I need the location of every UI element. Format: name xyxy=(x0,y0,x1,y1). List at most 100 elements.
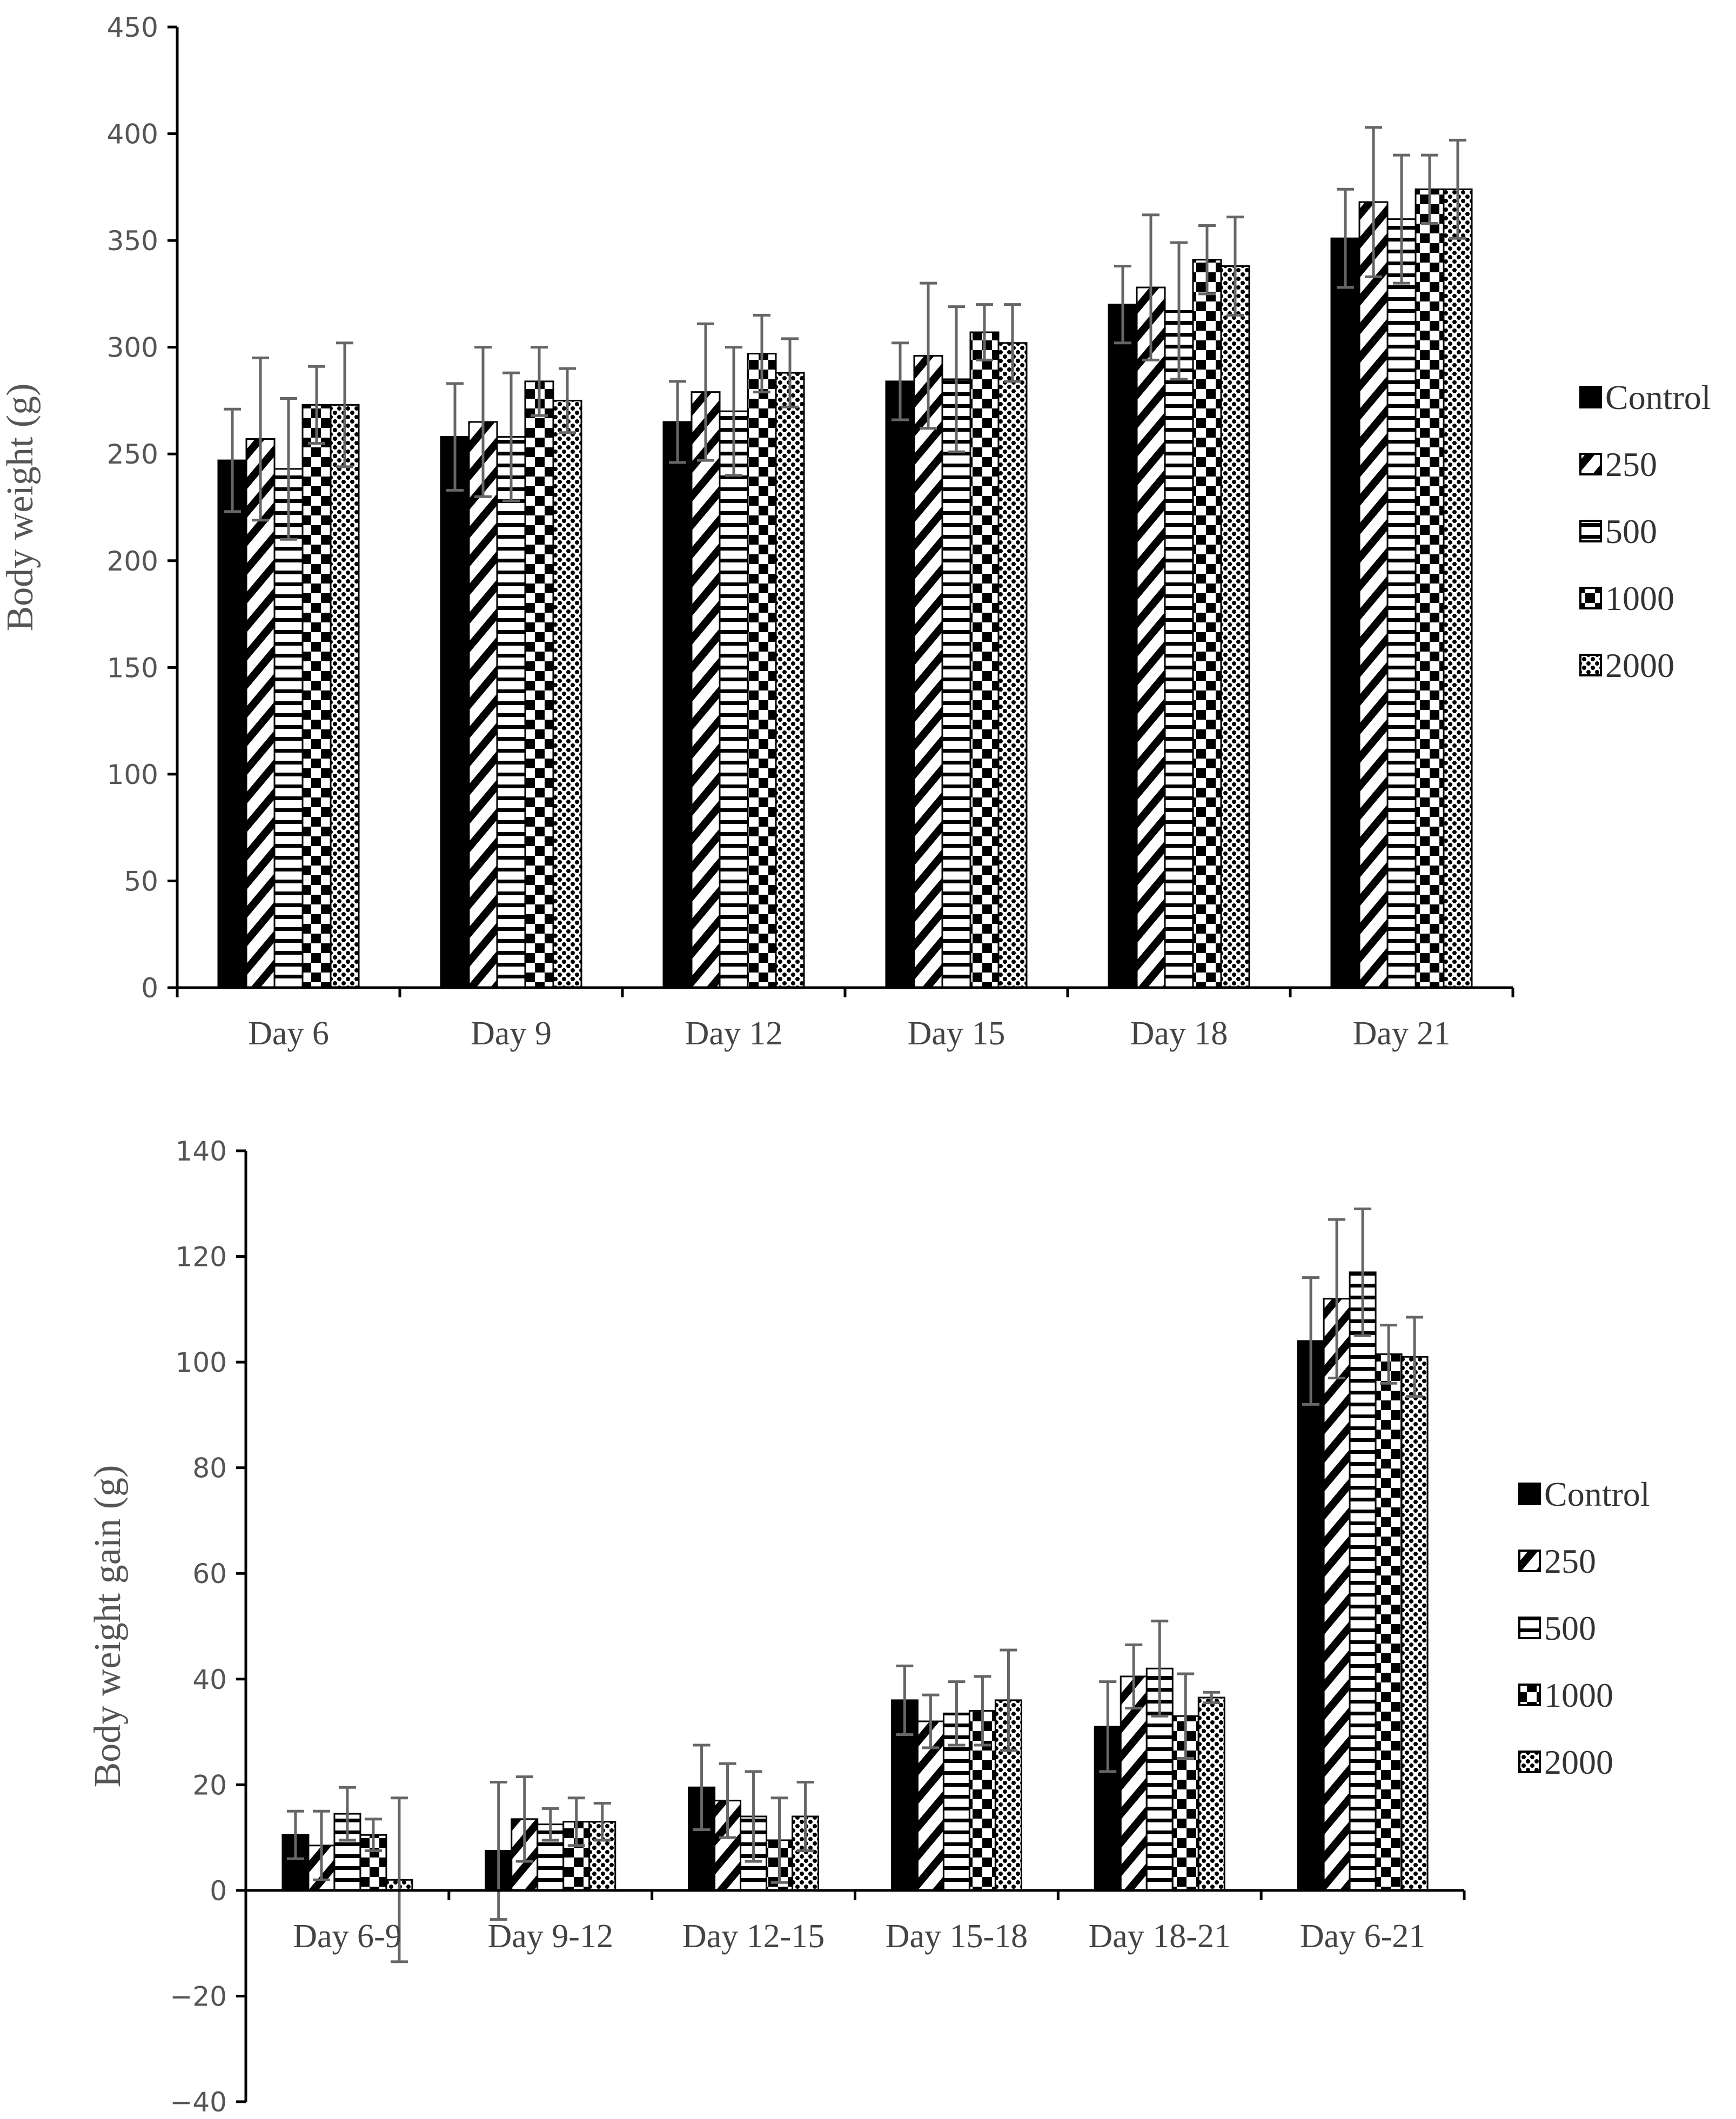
bar-2000 xyxy=(552,399,582,989)
error-bar xyxy=(948,1680,966,1747)
error-bar xyxy=(559,367,576,434)
legend-label: 250 xyxy=(1544,1542,1596,1580)
error-bar xyxy=(974,1675,991,1747)
legend: Control 250 500 1000 2000 xyxy=(1579,378,1711,685)
bar-2000 xyxy=(330,404,360,989)
legend-swatch-250 xyxy=(1518,1550,1541,1572)
error-bar xyxy=(1099,1680,1117,1773)
error-bar xyxy=(796,1780,814,1853)
legend-label: 2000 xyxy=(1544,1743,1613,1781)
legend: Control 250 500 1000 2000 xyxy=(1518,1475,1650,1781)
legend-label: 1000 xyxy=(1605,579,1674,618)
y-tick-label: 0 xyxy=(210,1875,227,1907)
error-bar xyxy=(1226,216,1244,317)
error-bar xyxy=(1302,1276,1320,1406)
x-tick-label: Day 15-18 xyxy=(886,1918,1028,1955)
error-bar xyxy=(1354,1208,1372,1337)
bar-control xyxy=(1108,304,1138,989)
error-bar xyxy=(1125,1643,1143,1710)
y-tick-label: 20 xyxy=(192,1769,227,1801)
legend-swatch-1000 xyxy=(1579,587,1602,609)
legend-swatch-control xyxy=(1518,1483,1541,1505)
error-bar xyxy=(1142,213,1159,361)
bar-500 xyxy=(941,378,971,989)
error-bar xyxy=(336,341,353,468)
bar-250 xyxy=(468,421,498,989)
bar-250 xyxy=(1136,286,1166,989)
x-tick-label: Day 15 xyxy=(908,1015,1006,1052)
bar-250 xyxy=(1358,201,1389,989)
legend-swatch-250 xyxy=(1579,453,1602,475)
error-bar xyxy=(390,1796,408,1963)
error-bar xyxy=(1328,1218,1346,1379)
bar-1000 xyxy=(524,380,554,989)
bar-1000 xyxy=(747,353,777,989)
y-tick-label: 60 xyxy=(192,1558,227,1590)
x-tick-label: Day 6 xyxy=(248,1015,329,1052)
error-bar xyxy=(541,1807,559,1842)
y-axis-title: Body weight (g) xyxy=(0,384,41,632)
bar-2000 xyxy=(775,372,805,989)
bar-500 xyxy=(496,436,526,989)
y-tick-label: 350 xyxy=(107,225,158,257)
error-bar xyxy=(892,341,909,421)
y-tick-label: 120 xyxy=(176,1242,227,1273)
y-tick-label: 100 xyxy=(176,1347,227,1378)
y-tick-label: 140 xyxy=(176,1136,227,1167)
bar-2000 xyxy=(1400,1356,1429,1892)
error-bar xyxy=(669,380,686,464)
bar-250 xyxy=(691,391,721,989)
error-bar xyxy=(502,371,520,502)
y-tick-label: 80 xyxy=(192,1453,227,1484)
error-bar xyxy=(312,1809,330,1881)
bar-500 xyxy=(1164,310,1194,989)
error-bar xyxy=(593,1802,611,1842)
bar-250 xyxy=(913,354,943,989)
error-bar xyxy=(693,1744,711,1831)
bar-1000 xyxy=(1192,259,1222,989)
y-tick-label: 100 xyxy=(107,759,158,790)
error-bar xyxy=(252,356,269,522)
error-bar xyxy=(474,346,492,498)
error-bar xyxy=(364,1818,382,1853)
y-tick-label: −40 xyxy=(170,2087,227,2118)
bar-1000 xyxy=(301,404,332,989)
error-bar xyxy=(338,1786,356,1842)
legend-label: 500 xyxy=(1605,512,1657,551)
legend-swatch-control xyxy=(1579,386,1602,408)
error-bar xyxy=(1421,153,1438,225)
bar-control xyxy=(440,436,470,989)
legend-label: 2000 xyxy=(1605,646,1674,685)
legend-swatch-500 xyxy=(1518,1617,1541,1639)
error-bar xyxy=(725,346,742,477)
bar-500 xyxy=(719,410,749,989)
x-tick-label: Day 18-21 xyxy=(1089,1918,1231,1955)
bar-2000 xyxy=(1443,188,1473,989)
error-bar xyxy=(948,305,965,453)
legend-label: 250 xyxy=(1605,445,1657,484)
error-bar xyxy=(280,397,297,541)
error-bar xyxy=(1203,1691,1221,1705)
error-bar xyxy=(920,281,937,430)
error-bar xyxy=(531,346,548,417)
bar-control xyxy=(662,421,693,989)
x-tick-label: Day 6-9 xyxy=(293,1918,401,1955)
y-tick-label: 400 xyxy=(107,119,158,150)
error-bar xyxy=(753,313,770,394)
legend-label: 500 xyxy=(1544,1609,1596,1647)
x-tick-label: Day 21 xyxy=(1353,1015,1451,1052)
error-bar xyxy=(1449,138,1466,240)
bar-control xyxy=(217,459,247,989)
error-bar xyxy=(1170,241,1188,381)
legend-label: 1000 xyxy=(1544,1676,1613,1714)
error-bar xyxy=(697,322,714,462)
legend-label: Control xyxy=(1544,1475,1650,1513)
y-tick-label: 450 xyxy=(107,12,158,43)
bar-2000 xyxy=(1197,1696,1225,1892)
bar-control xyxy=(885,380,915,989)
error-bar xyxy=(490,1780,507,1921)
error-bar xyxy=(1177,1672,1195,1760)
error-bar xyxy=(1365,126,1382,278)
bar-2000 xyxy=(997,342,1028,989)
